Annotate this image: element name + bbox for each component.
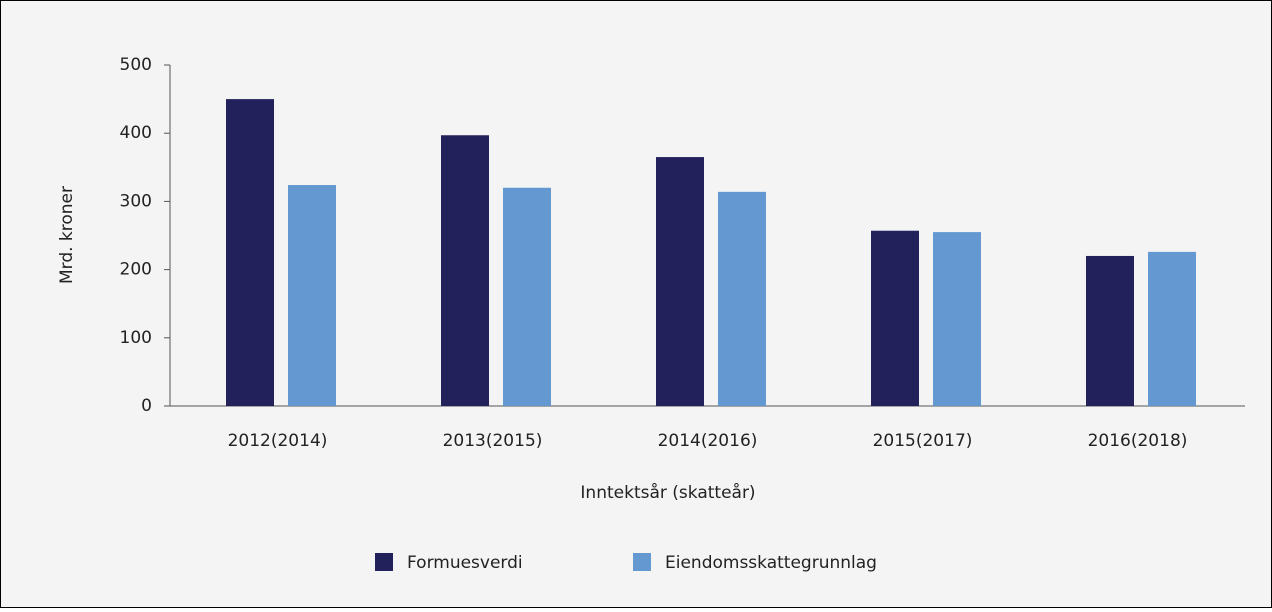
bar [503, 187, 551, 406]
bar [933, 232, 981, 406]
x-tick-label: 2012(2014) [228, 431, 328, 451]
y-tick-label: 100 [120, 328, 152, 348]
bar [871, 230, 919, 406]
legend-swatch [633, 553, 651, 571]
x-tick-label: 2014(2016) [658, 431, 758, 451]
bar [226, 99, 274, 406]
x-axis-title: Inntektsår (skatteår) [580, 482, 755, 503]
legend-swatch [375, 553, 393, 571]
bar [656, 157, 704, 406]
bar [1086, 255, 1134, 406]
y-tick-label: 0 [141, 396, 152, 416]
x-tick-label: 2015(2017) [873, 431, 973, 451]
legend-label: Eiendomsskattegrunnlag [665, 553, 877, 573]
y-tick-label: 500 [120, 55, 152, 75]
x-tick-label: 2013(2015) [443, 431, 543, 451]
y-tick-label: 200 [120, 260, 152, 280]
y-axis-title: Mrd. kroner [57, 186, 77, 284]
legend-label: Formuesverdi [407, 553, 523, 573]
bar [718, 191, 766, 406]
y-tick-label: 300 [120, 191, 152, 211]
bar [288, 185, 336, 406]
x-tick-label: 2016(2018) [1088, 431, 1188, 451]
bar [1148, 251, 1196, 406]
y-tick-label: 400 [120, 123, 152, 143]
bar [441, 135, 489, 406]
